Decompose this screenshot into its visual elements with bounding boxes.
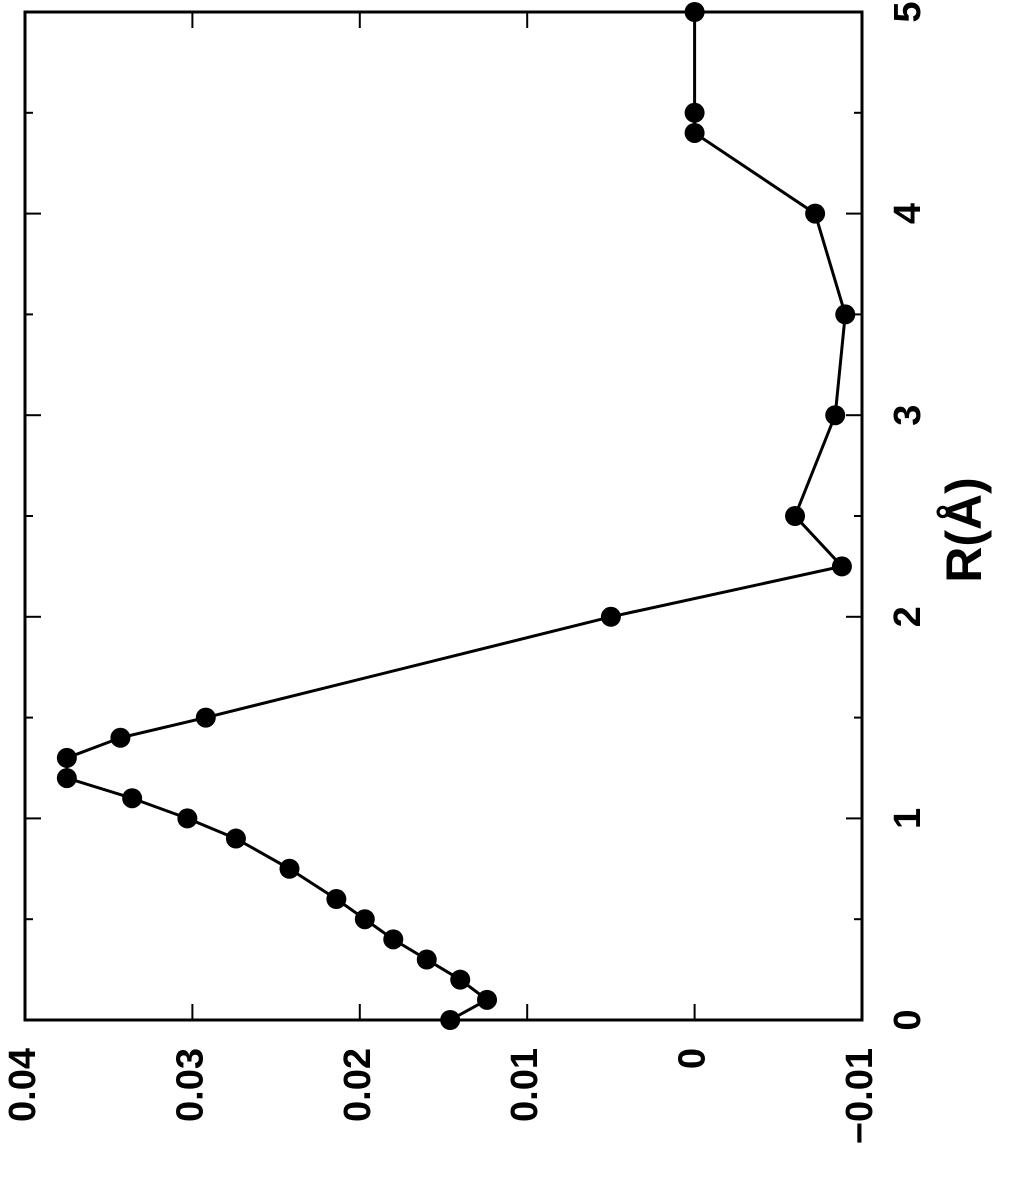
point [383,929,404,950]
point [110,727,131,748]
point [354,909,375,930]
point [825,405,846,426]
line [65,12,847,1022]
point [56,747,77,768]
x-tick-label: 2 [887,606,929,627]
y-tick-label: 0.04 [2,1048,44,1122]
point [416,949,437,970]
point [684,102,705,123]
point [835,304,856,325]
point [326,889,347,910]
x-tick-label: 3 [887,405,929,426]
point [177,808,198,829]
point [225,828,246,849]
x-axis-label: R(Å) [936,477,992,583]
point [440,1010,461,1030]
point [450,969,471,990]
point [785,506,806,526]
y-tick-label: 0 [672,1048,714,1069]
x-tick-label: 5 [887,1,929,22]
point [831,556,852,577]
y-tick-label: 0.03 [169,1048,211,1122]
point [279,858,300,879]
point [56,768,77,789]
y-tick-label: 0.02 [337,1048,379,1122]
x-tick-label: 0 [887,1009,929,1030]
point [684,2,705,22]
plot-frame [23,10,864,1022]
point [122,788,143,809]
point [600,606,621,627]
y-tick-label: 0.01 [504,1048,546,1122]
x-tick-label: 4 [887,203,929,224]
point [477,989,498,1010]
y-tick-label: −0.01 [839,1048,881,1144]
point [684,122,705,143]
point [805,203,826,224]
point [195,707,216,728]
x-tick-label: 1 [887,808,929,829]
